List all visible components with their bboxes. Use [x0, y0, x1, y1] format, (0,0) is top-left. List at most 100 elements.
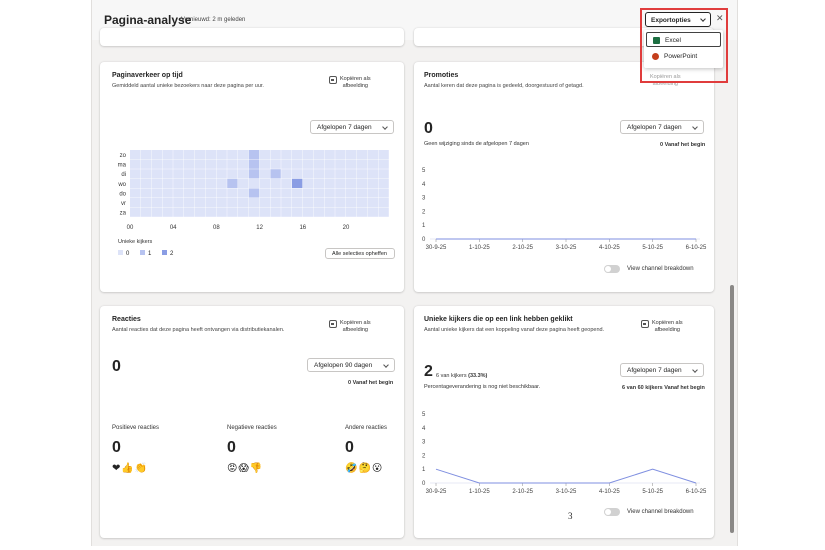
- heatmap-cell: [292, 150, 303, 160]
- heatmap-cell: [324, 150, 335, 160]
- heatmap-cell: [356, 159, 368, 169]
- heatmap-cell: [313, 178, 324, 188]
- positive-emoji-icon: ❤👍👏: [112, 463, 149, 474]
- heatmap-cell: [151, 207, 162, 217]
- heatmap-cell: [238, 159, 249, 169]
- heatmap-cell: [335, 207, 346, 217]
- heatmap-cell: [130, 188, 141, 198]
- legend-label: 1: [148, 251, 152, 257]
- heatmap-cell: [367, 198, 378, 208]
- heatmap-cell: [292, 178, 303, 188]
- card-top-right-partial: [414, 28, 714, 46]
- reactions-copy-button[interactable]: Kopiëren als afbeelding: [329, 320, 371, 334]
- heatmap-cell: [227, 150, 238, 160]
- heatmap-cell: [281, 150, 292, 160]
- y-tick-label: 5: [422, 412, 426, 418]
- heatmap-day-label: zo: [120, 153, 127, 159]
- heatmap-cell: [248, 178, 260, 188]
- heatmap-cell: [292, 188, 303, 198]
- heatmap-cell: [335, 198, 346, 208]
- heatmap-cell: [227, 169, 238, 179]
- heatmap-cell: [205, 169, 216, 179]
- y-tick-label: 2: [422, 453, 426, 459]
- heatmap-cell: [248, 207, 260, 217]
- page-number: 3: [568, 511, 573, 521]
- x-tick-label: 5-10-25: [642, 489, 663, 495]
- heatmap-cell: [356, 188, 368, 198]
- heatmap-cell: [281, 178, 292, 188]
- promotions-copy-button[interactable]: Kopiëren als afbeelding: [650, 74, 681, 87]
- heatmap-cell: [259, 178, 270, 188]
- heatmap-cell: [292, 169, 303, 179]
- heatmap-cell: [140, 188, 152, 198]
- heatmap-cell: [162, 169, 173, 179]
- traffic-copy-button[interactable]: Kopiëren als afbeelding: [329, 76, 371, 90]
- negative-reactions-value: 0: [227, 439, 236, 456]
- y-tick-label: 2: [422, 209, 426, 215]
- heatmap-legend-title: Unieke kijkers: [118, 239, 153, 245]
- reactions-range-dropdown[interactable]: Afgelopen 90 dagen: [307, 358, 395, 372]
- heatmap-cell: [302, 169, 314, 179]
- export-options-button[interactable]: Exportopties: [645, 12, 711, 27]
- promotions-note: Geen wijziging sinds de afgelopen 7 dage…: [424, 141, 529, 147]
- heatmap-cell: [281, 188, 292, 198]
- heatmap-cell: [205, 178, 216, 188]
- scrollbar-thumb[interactable]: [730, 285, 734, 533]
- highlight-box: [640, 8, 728, 83]
- export-excel-item[interactable]: Excel: [646, 32, 721, 47]
- traffic-range-dropdown[interactable]: Afgelopen 7 dagen: [310, 120, 394, 134]
- heatmap-cell: [292, 198, 303, 208]
- heatmap-cell: [227, 178, 238, 188]
- x-tick-label: 4-10-25: [599, 489, 620, 495]
- link-clicks-copy-button[interactable]: Kopiëren als afbeelding: [641, 320, 683, 334]
- close-icon[interactable]: ✕: [716, 13, 724, 23]
- heatmap-cell: [313, 150, 324, 160]
- y-tick-label: 3: [422, 196, 426, 202]
- heatmap-cell: [238, 198, 249, 208]
- heatmap-cell: [184, 159, 195, 169]
- heatmap-cell: [205, 198, 216, 208]
- link-clicks-range-dropdown[interactable]: Afgelopen 7 dagen: [620, 363, 704, 377]
- other-reactions-label: Andere reacties: [345, 425, 388, 431]
- heatmap-cell: [194, 207, 206, 217]
- heatmap-cell: [324, 169, 335, 179]
- heatmap-day-label: do: [119, 191, 126, 197]
- heatmap-cell: [216, 198, 227, 208]
- heatmap-cell: [216, 178, 227, 188]
- link-clicks-breakdown-toggle[interactable]: [604, 508, 620, 516]
- clear-selection-button[interactable]: Alle selecties opheffen: [325, 248, 395, 259]
- chevron-down-icon: [692, 367, 698, 373]
- heatmap-cell: [302, 198, 314, 208]
- heatmap-cell: [281, 198, 292, 208]
- x-tick-label: 30-9-25: [426, 245, 447, 251]
- heatmap-cell: [281, 159, 292, 169]
- heatmap-cell: [173, 169, 184, 179]
- heatmap-cell: [162, 188, 173, 198]
- heatmap-cell: [356, 198, 368, 208]
- export-menu: Excel PowerPoint: [644, 30, 723, 68]
- promotions-breakdown-toggle[interactable]: [604, 265, 620, 273]
- export-powerpoint-item[interactable]: PowerPoint: [646, 49, 721, 64]
- heatmap-cell: [238, 150, 249, 160]
- heatmap-cell: [346, 178, 357, 188]
- legend-swatch: [162, 250, 167, 255]
- negative-reactions-label: Negatieve reacties: [227, 425, 277, 431]
- legend-item: 2: [162, 250, 173, 257]
- heatmap-cell: [162, 159, 173, 169]
- heatmap-cell: [205, 188, 216, 198]
- heatmap-cell: [324, 198, 335, 208]
- heatmap-cell: [248, 198, 260, 208]
- legend-swatch: [118, 250, 123, 255]
- heatmap-cell: [346, 159, 357, 169]
- heatmap-cell: [259, 169, 270, 179]
- promotions-toggle-label: View channel breakdown: [627, 266, 694, 272]
- legend-swatch: [140, 250, 145, 255]
- heatmap-cell: [238, 188, 249, 198]
- chevron-down-icon: [692, 124, 698, 130]
- legend-label: 2: [170, 251, 174, 257]
- positive-reactions-value: 0: [112, 439, 121, 456]
- heatmap-cell: [378, 169, 389, 179]
- heatmap-cell: [270, 169, 281, 179]
- heatmap-day-label: za: [120, 211, 127, 217]
- promotions-range-dropdown[interactable]: Afgelopen 7 dagen: [620, 120, 704, 134]
